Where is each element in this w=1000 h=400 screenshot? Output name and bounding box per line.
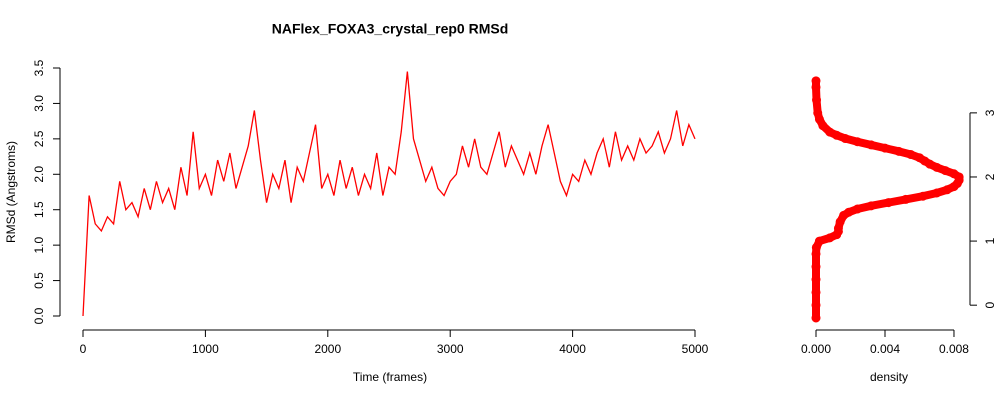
density-point <box>901 194 911 204</box>
y-tick-label: 2.0 <box>32 166 46 183</box>
x-tick-label: 5000 <box>682 342 709 356</box>
density-point <box>811 275 821 285</box>
x-tick-label: 1000 <box>192 342 219 356</box>
y-tick-label: 3.0 <box>32 95 46 112</box>
density-point <box>880 143 890 153</box>
x-tick-label: 0.008 <box>939 342 969 356</box>
density-point <box>949 169 959 179</box>
density-point <box>940 166 950 176</box>
x-tick-label: 0.004 <box>870 342 900 356</box>
x-tick-label: 4000 <box>559 342 586 356</box>
chart-title: NAFlex_FOXA3_crystal_rep0 RMSd <box>272 21 509 37</box>
density-point <box>932 162 942 172</box>
density-point <box>866 201 876 211</box>
density-point <box>813 108 823 118</box>
density-point <box>825 233 835 243</box>
density-point <box>811 287 821 297</box>
y-tick-label: 1.0 <box>32 236 46 253</box>
y-tick-label: 3 <box>983 109 997 116</box>
x-axis-label: Time (frames) <box>353 370 427 384</box>
density-point <box>811 262 821 272</box>
density-point <box>835 217 845 227</box>
density-point <box>942 185 952 195</box>
density-point <box>844 207 854 217</box>
density-point <box>832 130 842 140</box>
y-tick-label: 2 <box>983 173 997 180</box>
y-axis-label: RMSd (Angstroms) <box>4 141 18 243</box>
data-line <box>82 71 696 317</box>
density-point <box>811 313 821 323</box>
density-point <box>818 121 828 131</box>
density-point <box>954 175 964 185</box>
density-point <box>852 137 862 147</box>
density-point <box>825 127 835 137</box>
density-point <box>883 198 893 208</box>
x-tick-label: 0.000 <box>801 342 831 356</box>
x-tick-label: 3000 <box>437 342 464 356</box>
density-point <box>840 134 850 144</box>
x-axis-label: density <box>870 370 908 384</box>
y-tick-label: 1 <box>983 237 997 244</box>
density-point <box>812 95 822 105</box>
y-tick-label: 0 <box>983 302 997 309</box>
density-line <box>812 76 964 322</box>
y-tick-label: 0.5 <box>32 272 46 289</box>
density-point <box>866 140 876 150</box>
density-point <box>852 204 862 214</box>
y-tick-label: 3.5 <box>32 59 46 76</box>
density-point <box>811 300 821 310</box>
density-point <box>914 153 924 163</box>
density-point <box>811 76 821 86</box>
x-tick-label: 0 <box>80 342 87 356</box>
x-tick-label: 2000 <box>314 342 341 356</box>
density-point <box>906 150 916 160</box>
density-point <box>932 188 942 198</box>
y-tick-label: 2.5 <box>32 130 46 147</box>
density-point <box>894 146 904 156</box>
y-tick-label: 0.0 <box>32 307 46 324</box>
density-point <box>814 236 824 246</box>
y-tick-label: 1.5 <box>32 201 46 218</box>
density-point <box>833 226 843 236</box>
density-point <box>918 191 928 201</box>
